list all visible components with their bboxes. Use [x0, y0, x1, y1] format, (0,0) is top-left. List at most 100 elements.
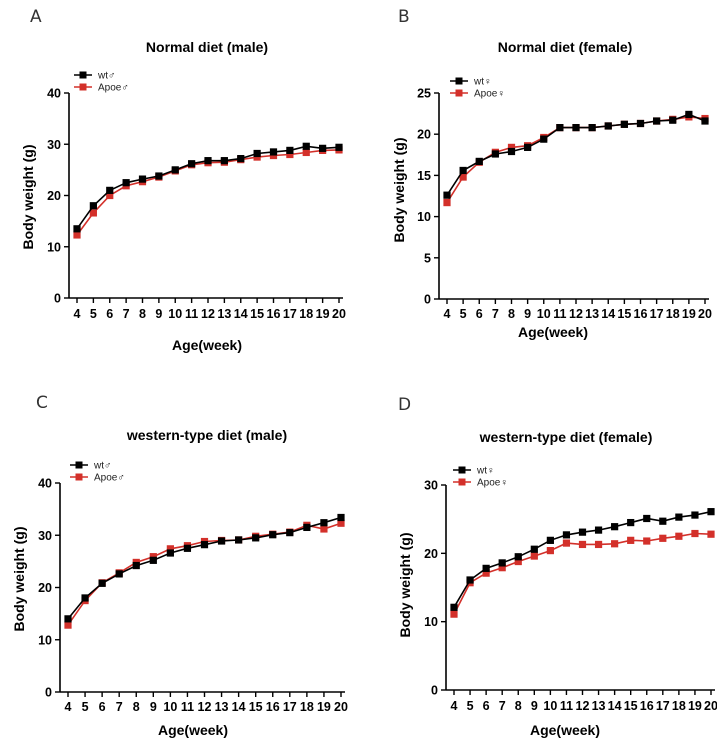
x-tick-label-c: 20: [334, 700, 348, 714]
x-tick-label-b: 19: [682, 307, 696, 321]
x-tick-label-b: 8: [508, 307, 515, 321]
data-point-d-1: [659, 534, 667, 542]
data-point-c-0: [320, 519, 328, 527]
data-point-b-0: [556, 124, 564, 132]
data-point-d-1: [707, 530, 715, 538]
x-tick-label-c: 7: [116, 700, 123, 714]
data-point-b-1: [507, 143, 516, 151]
x-tick-label-a: 18: [299, 307, 313, 321]
x-tick-label-b: 11: [553, 307, 566, 321]
x-tick-label-d: 5: [467, 699, 474, 713]
y-tick-label-a: 20: [47, 189, 61, 203]
data-point-d-0: [611, 523, 619, 531]
data-point-c-0: [337, 513, 345, 522]
x-tick-label-d: 6: [483, 699, 490, 713]
data-point-d-0: [659, 517, 667, 525]
panel-letter-b: B: [398, 7, 410, 27]
x-tick-label-d: 10: [543, 699, 557, 713]
data-point-b-0: [540, 135, 548, 143]
x-tick-label-b: 17: [650, 307, 664, 321]
x-tick-label-b: 16: [634, 307, 648, 321]
data-point-a-0: [237, 155, 245, 163]
x-tick-label-d: 11: [560, 699, 573, 713]
data-point-c-0: [269, 531, 277, 539]
data-point-a-1: [89, 209, 97, 217]
x-tick-label-b: 6: [476, 307, 483, 321]
data-point-c-1: [64, 621, 72, 629]
x-axis-label-d: Age(week): [530, 722, 600, 738]
data-point-c-0: [98, 579, 106, 587]
legend-label-c-1: Apoe♂: [94, 473, 125, 484]
x-tick-label-d: 9: [531, 699, 538, 713]
data-point-a-0: [269, 148, 278, 156]
x-tick-label-d: 8: [515, 699, 522, 713]
data-point-a-0: [302, 142, 310, 150]
x-tick-label-d: 12: [576, 699, 590, 713]
y-tick-label-b: 20: [417, 128, 431, 142]
y-tick-label-b: 0: [424, 293, 431, 307]
x-tick-label-a: 17: [283, 307, 297, 321]
y-tick-label-b: 25: [417, 87, 431, 101]
data-point-b-0: [491, 150, 499, 158]
data-point-b-0: [685, 110, 693, 119]
x-tick-label-c: 5: [82, 700, 89, 714]
data-point-c-0: [235, 536, 243, 544]
x-tick-label-d: 14: [608, 699, 622, 713]
x-tick-label-a: 14: [234, 307, 248, 321]
y-tick-label-c: 40: [38, 477, 52, 491]
data-point-d-0: [482, 564, 490, 572]
chart-title-a: Normal diet (male): [146, 39, 268, 55]
data-point-d-0: [627, 518, 635, 527]
data-point-b-0: [604, 122, 612, 130]
x-tick-label-b: 9: [524, 307, 531, 321]
y-tick-label-b: 5: [424, 251, 431, 265]
y-tick-label-c: 30: [38, 529, 52, 543]
x-tick-label-b: 14: [601, 307, 615, 321]
y-axis-label-b: Body weight (g): [391, 138, 407, 243]
x-tick-label-a: 15: [250, 307, 264, 321]
x-tick-label-c: 6: [99, 700, 106, 714]
data-point-d-1: [643, 537, 651, 545]
data-point-d-1: [627, 536, 635, 544]
chart-title-d: western-type diet (female): [479, 429, 653, 445]
y-axis-label-c: Body weight (g): [11, 527, 27, 632]
data-point-b-0: [572, 124, 580, 132]
data-point-d-0: [514, 553, 522, 561]
data-point-c-0: [64, 615, 72, 623]
data-point-c-1: [166, 545, 174, 553]
x-tick-label-d: 17: [656, 699, 670, 713]
data-point-a-0: [138, 175, 147, 183]
data-point-d-1: [691, 529, 699, 538]
x-tick-label-b: 20: [698, 307, 712, 321]
legend-label-c-0: wt♂: [93, 461, 112, 472]
x-tick-label-c: 10: [163, 700, 177, 714]
legend-label-a-0: wt♂: [97, 71, 116, 82]
data-point-c-0: [200, 541, 209, 549]
x-tick-label-c: 14: [232, 700, 246, 714]
x-tick-label-d: 13: [592, 699, 606, 713]
data-point-a-0: [155, 172, 163, 180]
data-point-b-0: [701, 117, 709, 125]
x-tick-label-d: 18: [672, 699, 686, 713]
data-point-a-0: [73, 225, 81, 233]
data-point-d-0: [498, 559, 506, 567]
data-point-c-1: [337, 519, 345, 527]
series-line-c-0: [67, 516, 342, 620]
legend-marker-b-1: [455, 89, 463, 97]
x-tick-label-d: 4: [451, 699, 458, 713]
x-tick-label-d: 15: [624, 699, 638, 713]
data-point-b-0: [588, 124, 596, 132]
x-tick-label-a: 9: [155, 307, 162, 321]
panel-letter-d: D: [398, 395, 411, 415]
data-point-c-0: [81, 594, 89, 602]
chart-c: C western-type diet (male) Age(week) Bod…: [11, 393, 348, 738]
chart-title-c: western-type diet (male): [126, 427, 287, 443]
data-point-b-0: [475, 157, 483, 165]
legend-marker-d-1: [458, 478, 466, 486]
data-point-a-0: [171, 166, 179, 174]
x-tick-label-c: 17: [283, 700, 297, 714]
data-point-d-0: [594, 526, 603, 534]
y-tick-label-d: 0: [431, 684, 438, 698]
x-tick-label-a: 8: [139, 307, 146, 321]
legend-marker-d-0: [458, 466, 466, 474]
